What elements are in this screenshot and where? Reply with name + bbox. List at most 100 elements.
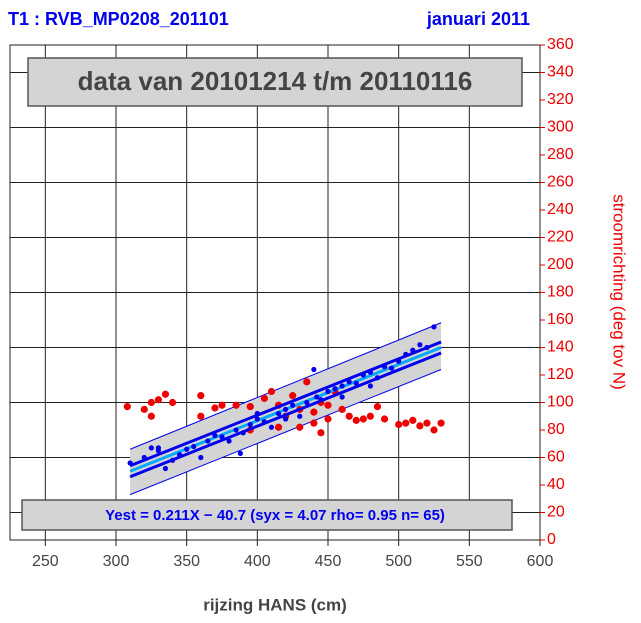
equation-label: Yest = 0.211X − 40.7 (syx = 4.07 rho= 0.… — [105, 507, 445, 524]
point — [197, 412, 205, 420]
point — [191, 443, 197, 450]
point — [274, 423, 283, 431]
point — [380, 415, 389, 423]
point — [338, 405, 346, 413]
point — [402, 419, 410, 427]
point — [373, 403, 382, 411]
y-tick-label: 260 — [547, 174, 574, 191]
point — [147, 412, 155, 420]
point — [303, 378, 311, 386]
point — [374, 375, 381, 381]
point — [237, 450, 243, 456]
fit-line — [129, 340, 442, 468]
point — [367, 383, 373, 389]
point — [161, 390, 170, 398]
x-tick-label: 600 — [527, 553, 554, 570]
point — [325, 388, 331, 395]
point — [367, 369, 373, 375]
point — [345, 412, 353, 420]
y-tick-label: 40 — [547, 476, 565, 493]
point — [260, 394, 268, 402]
point — [226, 438, 232, 444]
fit-line — [129, 351, 442, 479]
point — [431, 324, 437, 330]
point — [424, 344, 430, 351]
band-edge — [129, 369, 442, 496]
point — [416, 422, 424, 430]
point — [317, 429, 325, 437]
period-label: data van 20101214 t/m 20110116 — [78, 66, 473, 96]
point — [233, 427, 239, 433]
point — [154, 396, 162, 404]
point — [212, 432, 218, 439]
point — [417, 342, 423, 348]
x-tick-label: 450 — [315, 553, 342, 570]
point — [346, 379, 352, 385]
point — [232, 401, 240, 409]
point — [197, 392, 205, 400]
y-tick-label: 300 — [547, 119, 574, 136]
y-tick-label: 140 — [547, 339, 574, 356]
point — [332, 386, 338, 392]
point — [381, 364, 388, 370]
x-tick-label: 250 — [32, 553, 59, 570]
point — [296, 423, 304, 431]
point — [304, 399, 310, 406]
y-tick-label: 240 — [547, 201, 574, 218]
point — [247, 421, 253, 428]
point — [389, 365, 395, 371]
y-tick-label: 100 — [547, 394, 574, 411]
point — [148, 445, 154, 451]
point — [205, 438, 211, 444]
point — [141, 454, 147, 461]
y-tick-label: 220 — [547, 229, 574, 246]
chart-title: T1 : RVB_MP0208_201101 — [8, 9, 229, 29]
point — [353, 380, 359, 386]
point — [366, 412, 374, 420]
point — [254, 416, 260, 422]
point — [218, 401, 226, 409]
point — [437, 419, 445, 427]
point — [267, 387, 276, 396]
point — [162, 465, 169, 472]
point — [339, 394, 345, 400]
period-box — [27, 57, 523, 107]
point — [184, 446, 190, 452]
point — [219, 434, 225, 440]
x-axis-label: rijzing HANS (cm) — [203, 595, 347, 614]
point — [127, 460, 133, 466]
y-tick-label: 160 — [547, 311, 574, 328]
y-tick-label: 0 — [547, 531, 556, 548]
point — [283, 406, 289, 412]
x-tick-label: 300 — [103, 553, 130, 570]
point — [177, 452, 183, 458]
point — [310, 408, 318, 416]
point — [169, 457, 176, 463]
point — [289, 392, 297, 400]
point — [311, 366, 317, 373]
point — [168, 398, 177, 407]
point — [318, 397, 324, 403]
point — [297, 413, 303, 419]
chart-subtitle: januari 2011 — [426, 9, 530, 29]
point — [396, 358, 402, 364]
point — [198, 454, 204, 461]
point — [339, 383, 345, 389]
band-edge — [129, 322, 442, 450]
point — [147, 398, 155, 407]
y-tick-label: 180 — [547, 284, 574, 301]
point — [395, 420, 403, 429]
point — [430, 426, 438, 434]
point — [155, 445, 161, 451]
point — [290, 402, 296, 408]
point — [409, 416, 417, 424]
point — [261, 419, 267, 425]
y-axis-label: stroomrichting (deg tov N) — [610, 194, 629, 390]
point — [324, 401, 332, 409]
point — [410, 347, 416, 353]
point — [240, 430, 246, 436]
point — [324, 415, 332, 423]
point — [123, 403, 131, 411]
y-tick-label: 80 — [547, 421, 565, 438]
